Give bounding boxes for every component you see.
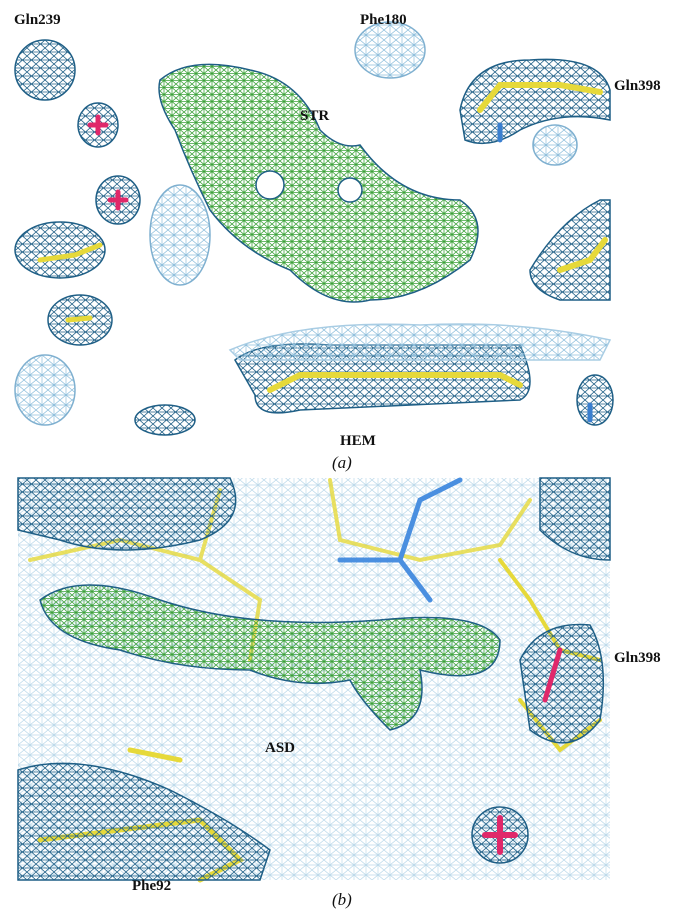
figure: Gln239 Phe180 STR Gln398 HEM (a) ASD Gln…	[0, 0, 680, 910]
panel-caption: (b)	[332, 890, 352, 909]
residue-label: Phe92	[132, 878, 171, 894]
residue-label: Phe180	[360, 12, 407, 28]
ligand-label: HEM	[340, 433, 376, 449]
panel-a: Gln239 Phe180 STR Gln398 HEM (a)	[14, 0, 661, 472]
residue-label: Gln398	[614, 650, 661, 666]
ligand-label: STR	[300, 108, 329, 124]
residue-label: Gln398	[614, 78, 661, 94]
panel-caption: (a)	[332, 453, 352, 472]
panel-b: ASD Gln398 Phe92 (b)	[18, 478, 661, 909]
ligand-label: ASD	[265, 740, 295, 756]
residue-label: Gln239	[14, 12, 61, 28]
